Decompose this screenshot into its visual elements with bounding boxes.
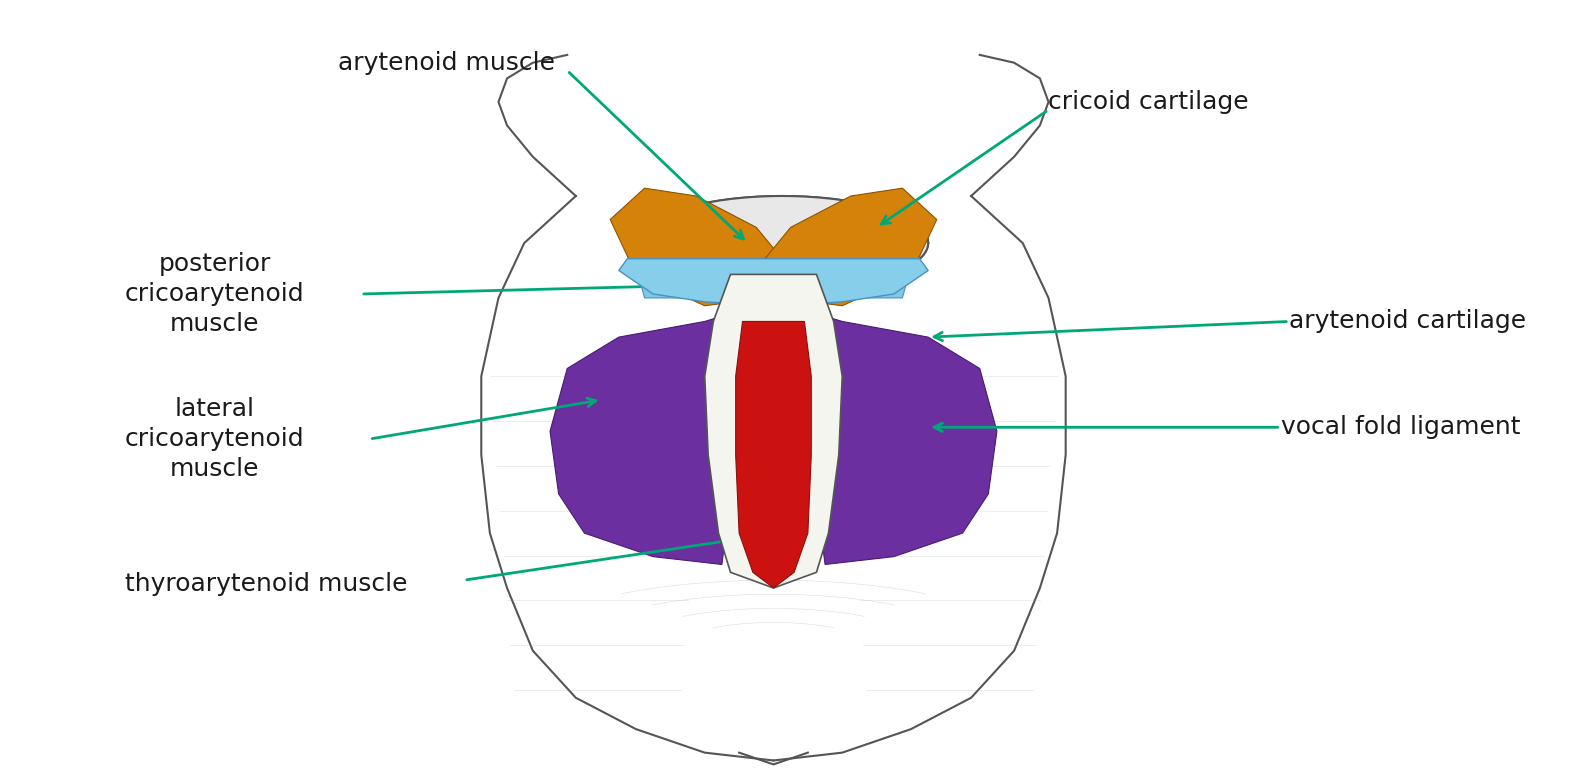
Text: vocal fold ligament: vocal fold ligament: [1280, 416, 1520, 439]
Text: cricoid cartilage: cricoid cartilage: [1049, 90, 1250, 114]
Polygon shape: [736, 321, 811, 588]
Ellipse shape: [637, 196, 927, 290]
Polygon shape: [550, 314, 730, 564]
Polygon shape: [705, 274, 842, 588]
Polygon shape: [765, 188, 937, 306]
Text: arytenoid muscle: arytenoid muscle: [338, 51, 556, 74]
Polygon shape: [637, 267, 912, 298]
Text: posterior
cricoarytenoid
muscle: posterior cricoarytenoid muscle: [125, 252, 305, 336]
Text: thyroarytenoid muscle: thyroarytenoid muscle: [125, 572, 408, 596]
Text: lateral
cricoarytenoid
muscle: lateral cricoarytenoid muscle: [125, 397, 305, 481]
Polygon shape: [610, 188, 782, 306]
Polygon shape: [619, 259, 927, 306]
Text: arytenoid cartilage: arytenoid cartilage: [1289, 310, 1526, 333]
Polygon shape: [817, 314, 997, 564]
